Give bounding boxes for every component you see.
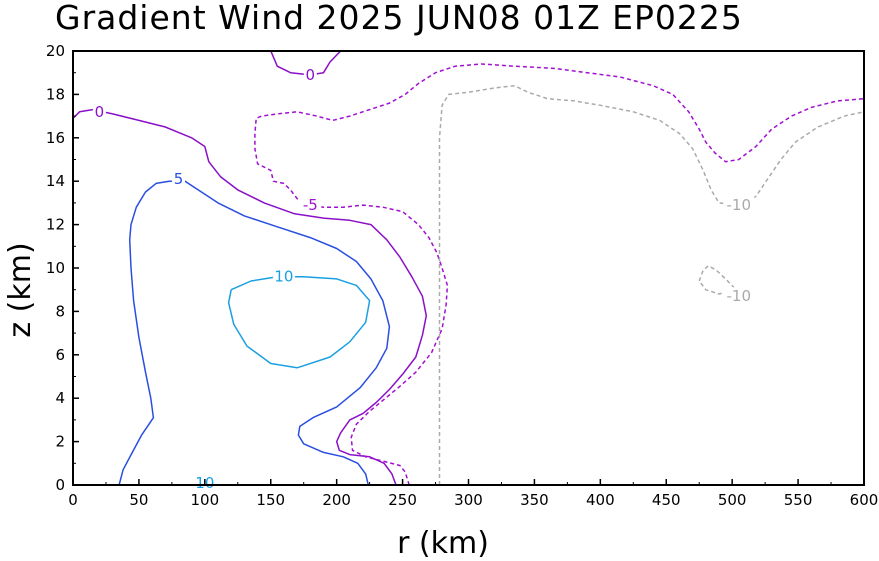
x-tick-label: 550 (784, 491, 813, 509)
y-tick-label: 14 (46, 172, 65, 190)
contour-line-5 (118, 180, 391, 485)
y-tick-label: 4 (55, 389, 65, 407)
y-tick-label: 20 (46, 42, 65, 60)
x-tick-label: 400 (586, 491, 615, 509)
x-tick-label: 50 (129, 491, 148, 509)
contour-label-background (171, 170, 185, 187)
x-tick-label: 200 (322, 491, 351, 509)
contour-label: -5 (303, 196, 318, 214)
chart-title: Gradient Wind 2025 JUN08 01Z EP0225 (55, 0, 743, 37)
contour-label: 10 (274, 268, 293, 286)
contour-label: -10 (727, 287, 752, 305)
y-tick-label: 18 (46, 85, 65, 103)
x-axis: 0 50 100 150 200 250 300 350 400 450 500 550 600 (68, 479, 878, 509)
x-tick-label: 0 (68, 491, 78, 509)
x-tick-label: 350 (520, 491, 549, 509)
contour-line-minus5 (254, 63, 864, 485)
contour-label: 5 (174, 170, 184, 188)
y-tick-label: 12 (46, 216, 65, 234)
x-tick-label: 600 (850, 491, 879, 509)
y-tick-label: 8 (55, 302, 65, 320)
contour-label-background (303, 65, 317, 82)
contour-label: 0 (95, 103, 105, 121)
y-tick-label: 2 (55, 433, 65, 451)
x-tick-label: 250 (388, 491, 417, 509)
contour-line-minus10 (438, 84, 864, 485)
x-tick-label: 450 (652, 491, 681, 509)
contour-line-0 (73, 108, 428, 485)
x-tick-label: 500 (718, 491, 747, 509)
x-tick-label: 300 (454, 491, 483, 509)
x-axis-title: r (km) (397, 526, 489, 561)
x-tick-label: 100 (191, 491, 220, 509)
contour-lines (73, 51, 864, 485)
contour-label-background (723, 287, 755, 304)
contour-label-background (723, 196, 755, 213)
contour-label: 0 (306, 66, 316, 84)
contour-label: -10 (727, 196, 752, 214)
contour-label-background (299, 196, 322, 213)
x-tick-label: 150 (256, 491, 285, 509)
y-tick-label: 16 (46, 129, 65, 147)
contour-line-10 (227, 275, 371, 369)
y-tick-label: 0 (55, 476, 65, 494)
y-axis-title: z (km) (3, 242, 38, 337)
y-tick-label: 6 (55, 346, 65, 364)
y-axis: 0 2 4 6 8 10 12 14 16 18 20 (46, 42, 79, 494)
contour-label-background (272, 267, 295, 284)
y-tick-label: 10 (46, 259, 65, 277)
contour-label-background (92, 102, 106, 119)
plot-frame (72, 50, 865, 486)
